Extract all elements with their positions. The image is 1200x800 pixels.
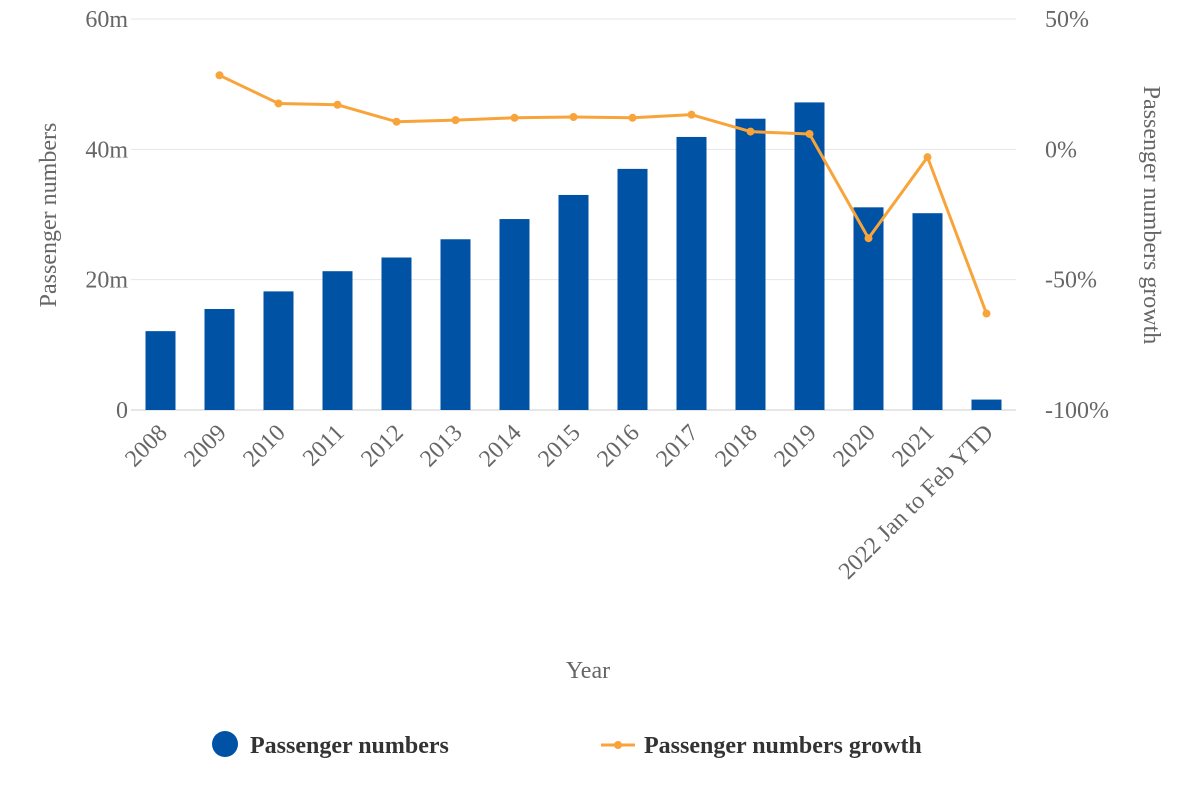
bar[interactable] <box>558 194 589 410</box>
x-axis-tick-label: 2014 <box>474 420 526 472</box>
x-axis-tick-label: 2020 <box>828 420 880 472</box>
right-axis-ticks: -100% -50% 0% 50% <box>1045 7 1109 424</box>
left-axis-tick-label: 20m <box>85 268 128 294</box>
x-axis-tick-label: 2013 <box>415 420 467 472</box>
line-series-passenger-numbers-growth <box>215 71 991 318</box>
x-axis-tick-label: 2009 <box>179 420 231 472</box>
left-axis-ticks: 0 20m 40m 60m <box>85 7 128 424</box>
x-axis-title: Year <box>566 658 610 684</box>
bar[interactable] <box>499 219 530 410</box>
legend-label-passenger-numbers-growth: Passenger numbers growth <box>644 733 922 759</box>
line-point[interactable] <box>569 113 578 122</box>
left-axis-tick-label: 40m <box>85 137 128 163</box>
bar[interactable] <box>204 308 235 410</box>
x-axis-tick-label: 2012 <box>356 420 408 472</box>
x-axis-tick-label: 2018 <box>710 420 762 472</box>
bar[interactable] <box>971 399 1002 410</box>
bar[interactable] <box>735 118 766 410</box>
right-axis-tick-label: -50% <box>1045 268 1097 294</box>
line-point[interactable] <box>923 153 932 162</box>
x-axis-tick-label: 2019 <box>769 420 821 472</box>
right-axis-tick-label: 0% <box>1045 137 1077 163</box>
right-axis-title: Passenger numbers growth <box>1138 86 1164 345</box>
bar[interactable] <box>440 239 471 410</box>
x-axis-tick-label: 2015 <box>533 420 585 472</box>
line-point[interactable] <box>687 110 696 119</box>
right-axis-tick-label: 50% <box>1045 7 1089 33</box>
legend-item-passenger-numbers-growth[interactable]: Passenger numbers growth <box>601 733 922 759</box>
line-point[interactable] <box>451 116 460 125</box>
x-axis-ticks: 2008 2009 2010 2011 2012 2013 2014 2015 2016 2017… <box>120 420 998 585</box>
legend-symbol-marker <box>614 741 622 749</box>
x-axis-tick-label: 2017 <box>651 420 703 472</box>
line-point[interactable] <box>274 99 283 108</box>
legend-item-passenger-numbers[interactable]: Passenger numbers <box>212 731 449 759</box>
bar[interactable] <box>145 331 176 410</box>
bar[interactable] <box>617 168 648 410</box>
bar[interactable] <box>676 136 707 410</box>
series-line <box>218 73 988 315</box>
bar[interactable] <box>263 291 294 410</box>
bar[interactable] <box>381 257 412 410</box>
x-axis-tick-label: 2011 <box>298 420 350 472</box>
x-axis-tick-label: 2010 <box>238 420 290 472</box>
left-axis-title: Passenger numbers <box>36 123 62 308</box>
line-point[interactable] <box>864 234 873 243</box>
right-axis-tick-label: -100% <box>1045 398 1109 424</box>
line-point[interactable] <box>510 113 519 122</box>
left-axis-tick-label: 0 <box>116 398 128 424</box>
line-point[interactable] <box>628 113 637 122</box>
x-axis-tick-label: 2016 <box>592 420 644 472</box>
bar-series-passenger-numbers <box>145 102 1002 410</box>
bar[interactable] <box>794 102 825 410</box>
legend-label-passenger-numbers: Passenger numbers <box>250 733 449 759</box>
line-point[interactable] <box>746 127 755 136</box>
legend-symbol-passenger-numbers <box>212 731 238 757</box>
line-point[interactable] <box>982 309 991 318</box>
bar[interactable] <box>912 213 943 410</box>
x-axis-tick-label: 2021 <box>887 420 939 472</box>
legend[interactable]: Passenger numbers Passenger numbers grow… <box>212 731 922 759</box>
bar[interactable] <box>322 271 353 410</box>
line-point[interactable] <box>333 100 342 109</box>
line-point[interactable] <box>215 71 224 80</box>
line-point[interactable] <box>805 129 814 138</box>
left-axis-tick-label: 60m <box>85 7 128 33</box>
line-point[interactable] <box>392 117 401 126</box>
x-axis-tick-label: 2008 <box>120 420 172 472</box>
